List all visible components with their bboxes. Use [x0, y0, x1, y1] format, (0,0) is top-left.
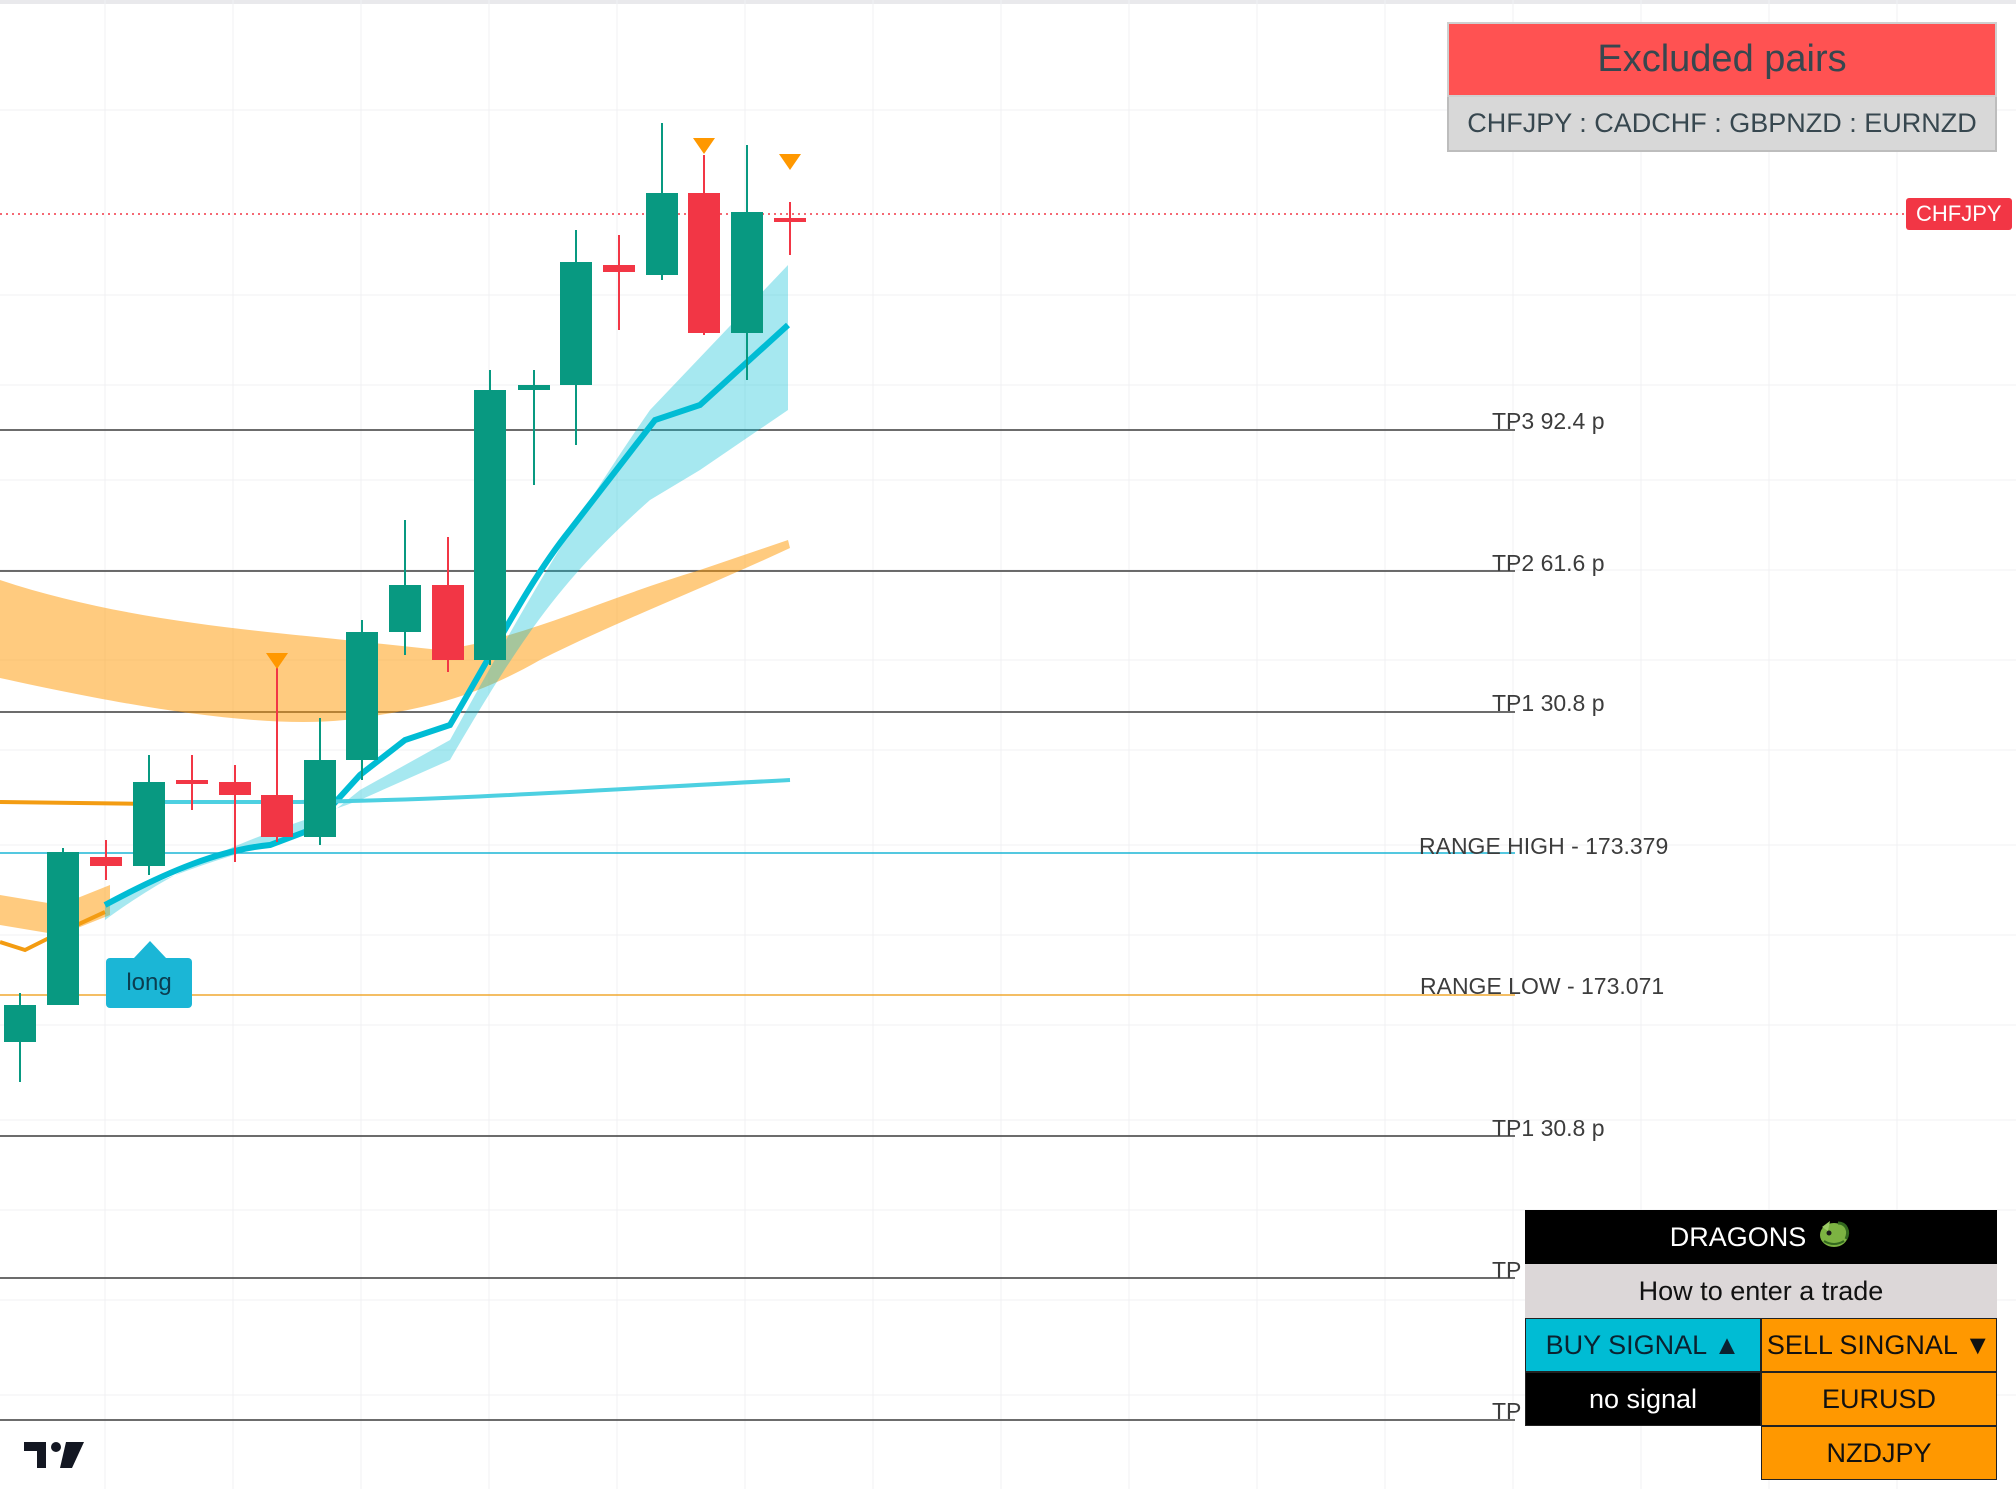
- level-lines: [0, 213, 1906, 1421]
- candle-body: [346, 632, 378, 760]
- sell-arrow-icon: [266, 653, 288, 669]
- excluded-pairs-list: CHFJPY : CADCHF : GBPNZD : EURNZD: [1447, 97, 1997, 152]
- candle-body: [474, 390, 506, 660]
- candle-body: [603, 265, 635, 272]
- sell-signal-header: SELL SINGNAL ▼: [1761, 1318, 1997, 1372]
- candle-body: [219, 782, 251, 795]
- tp2-upper-label: TP2 61.6 p: [1492, 550, 1605, 576]
- orange-lower-line: [0, 910, 106, 953]
- candle-body: [731, 212, 763, 333]
- sell-signal-pair: NZDJPY: [1761, 1426, 1997, 1480]
- orange-cloud-band: [0, 540, 790, 722]
- candle-body: [646, 193, 678, 275]
- candle-body: [560, 262, 592, 385]
- candle-body: [688, 193, 720, 333]
- candle-body: [774, 218, 806, 222]
- candle-body: [261, 795, 293, 837]
- dragons-title: DRAGONS: [1669, 1221, 1807, 1252]
- buy-signal-header: BUY SIGNAL ▲: [1525, 1318, 1761, 1372]
- tradingview-logo-icon[interactable]: [22, 1438, 86, 1477]
- dragons-subtitle: How to enter a trade: [1525, 1264, 1997, 1318]
- candle-body: [304, 760, 336, 837]
- tp3-lower-label: TP: [1492, 1398, 1522, 1424]
- range-high-label: RANGE HIGH - 173.379: [1419, 833, 1669, 859]
- candlesticks: [4, 123, 806, 1082]
- candle-body: [389, 585, 421, 632]
- candle-body: [4, 1005, 36, 1042]
- blue-fast-line: [103, 322, 791, 908]
- sell-arrow-icon: [779, 154, 801, 170]
- buy-signal-value: no signal: [1525, 1372, 1761, 1426]
- candle-body: [518, 385, 550, 390]
- candle-body: [47, 852, 79, 1005]
- tp1-lower-label: TP1 30.8 p: [1492, 1115, 1605, 1141]
- candle-body: [90, 857, 122, 866]
- symbol-price-label[interactable]: CHFJPY: [1906, 198, 2012, 230]
- long-signal-tag[interactable]: long: [106, 941, 192, 1008]
- candle-body: [133, 782, 165, 866]
- dragons-title-bar: DRAGONS: [1525, 1210, 1997, 1264]
- tp2-lower-label: TP: [1492, 1257, 1522, 1283]
- excluded-pairs-panel: Excluded pairs CHFJPY : CADCHF : GBPNZD …: [1447, 22, 1997, 152]
- sell-arrow-icon: [693, 138, 715, 154]
- buy-signal-empty: [1525, 1426, 1761, 1480]
- sell-signal-pair: EURUSD: [1761, 1372, 1997, 1426]
- tp3-upper-label: TP3 92.4 p: [1492, 408, 1605, 434]
- blue-slow-line: [160, 778, 791, 804]
- sell-markers: [266, 138, 801, 669]
- excluded-pairs-title: Excluded pairs: [1447, 22, 1997, 97]
- dragon-icon: [1816, 1217, 1852, 1258]
- candle-body: [176, 780, 208, 784]
- candle-body: [432, 585, 464, 660]
- chart-top-border: [0, 0, 2016, 4]
- range-low-label: RANGE LOW - 173.071: [1420, 973, 1665, 999]
- tp1-upper-label: TP1 30.8 p: [1492, 690, 1605, 716]
- dragons-signal-panel: DRAGONS How to enter a trade BUY SIGNAL …: [1525, 1210, 1997, 1480]
